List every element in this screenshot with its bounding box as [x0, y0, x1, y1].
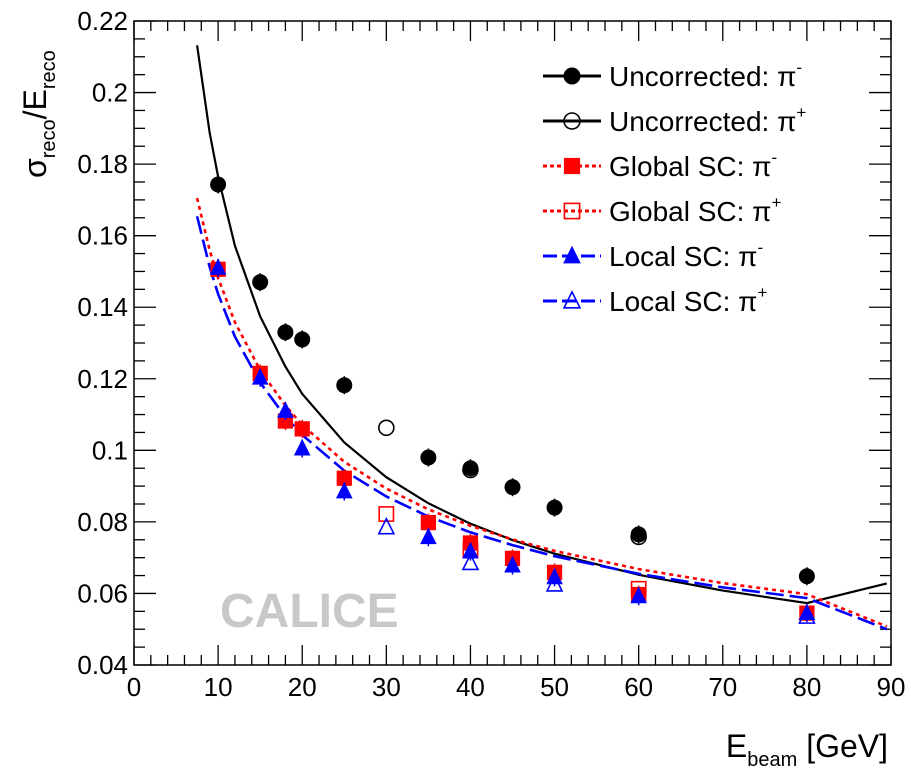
data-point	[294, 331, 311, 348]
x-tick-label: 40	[456, 672, 485, 702]
calice-watermark: CALICE	[220, 585, 399, 638]
data-point	[545, 574, 564, 592]
x-tick-label: 10	[204, 672, 233, 702]
y-tick-label: 0.12	[77, 364, 128, 394]
legend-label: Global SC: π+	[609, 193, 782, 227]
data-point	[798, 606, 816, 624]
x-tick-label: 70	[708, 672, 737, 702]
data-point	[377, 516, 396, 535]
series-group	[209, 258, 816, 623]
y-tick-label: 0.1	[92, 435, 128, 465]
y-tick-label: 0.06	[77, 578, 128, 608]
data-point	[504, 479, 521, 496]
data-point	[546, 499, 563, 516]
data-point	[630, 528, 647, 546]
data-point	[252, 274, 269, 291]
y-tick-label: 0.2	[92, 78, 128, 108]
y-tick-label: 0.14	[77, 292, 128, 322]
legend-marker	[563, 245, 581, 264]
legend-marker	[563, 157, 581, 175]
legend-marker	[563, 202, 581, 220]
fit-curve	[195, 197, 888, 628]
legend-marker	[563, 67, 581, 85]
legend-label: Uncorrected: π+	[609, 103, 806, 137]
data-point	[462, 541, 479, 559]
data-point	[420, 514, 437, 531]
legend-label: Local SC: π+	[609, 283, 768, 317]
x-tick-label: 90	[877, 672, 906, 702]
data-point	[798, 568, 815, 585]
x-tick-label: 20	[288, 672, 317, 702]
axis-tick-labels: 0 10 20 30 40 50 60 70 80 90 0.04 0.06 0.08 0.1 0.12 0.…	[77, 6, 905, 702]
data-point	[251, 368, 269, 385]
legend-label: Uncorrected: π-	[609, 58, 802, 92]
y-tick-label: 0.18	[77, 149, 128, 179]
data-point	[294, 421, 310, 437]
data-point	[209, 258, 227, 275]
series-group	[210, 175, 815, 586]
legend-marker	[562, 290, 582, 309]
x-tick-label: 60	[624, 672, 653, 702]
x-tick-label: 0	[127, 672, 141, 702]
x-axis-title-main: E	[726, 728, 747, 764]
data-points	[209, 175, 816, 624]
y-axis-title-slash: /E	[17, 89, 53, 119]
data-point	[378, 419, 395, 437]
series-group	[378, 419, 647, 546]
fit-curves	[195, 45, 888, 631]
x-tick-label: 80	[792, 672, 821, 702]
data-point	[461, 552, 480, 571]
data-point	[210, 176, 227, 193]
data-point	[336, 377, 353, 394]
y-tick-label: 0.04	[77, 650, 128, 680]
x-tick-label: 30	[372, 672, 401, 702]
data-point	[277, 401, 294, 418]
legend: Uncorrected: π- Uncorrected: π+ Global SC:…	[543, 58, 806, 317]
data-point	[420, 449, 437, 466]
legend-marker	[563, 112, 581, 130]
y-tick-label: 0.22	[77, 6, 128, 36]
y-tick-label: 0.16	[77, 221, 128, 251]
data-point	[335, 481, 353, 499]
y-axis-title-sub1: reco	[38, 119, 60, 158]
y-axis-title: σreco/Ereco	[17, 50, 60, 178]
x-axis-title-sub: beam	[747, 749, 797, 771]
series-group	[377, 516, 816, 624]
x-tick-label: 50	[540, 672, 569, 702]
y-axis-title-sub2: reco	[38, 50, 60, 89]
x-axis-title-unit: [GeV]	[797, 728, 888, 764]
data-point	[378, 506, 395, 522]
axis-ticks	[133, 20, 892, 666]
fit-curve	[195, 215, 888, 631]
data-point	[462, 461, 479, 479]
data-point	[504, 555, 521, 573]
y-axis-title-sigma: σ	[17, 158, 53, 178]
y-tick-label: 0.08	[77, 507, 128, 537]
fit-curve	[196, 45, 888, 605]
legend-label: Local SC: π-	[609, 238, 763, 272]
data-point	[277, 324, 294, 341]
data-point	[293, 438, 311, 456]
data-point	[630, 586, 647, 604]
legend-label: Global SC: π-	[609, 148, 777, 182]
x-axis-title: Ebeam [GeV]	[726, 728, 888, 771]
data-point	[420, 527, 437, 545]
